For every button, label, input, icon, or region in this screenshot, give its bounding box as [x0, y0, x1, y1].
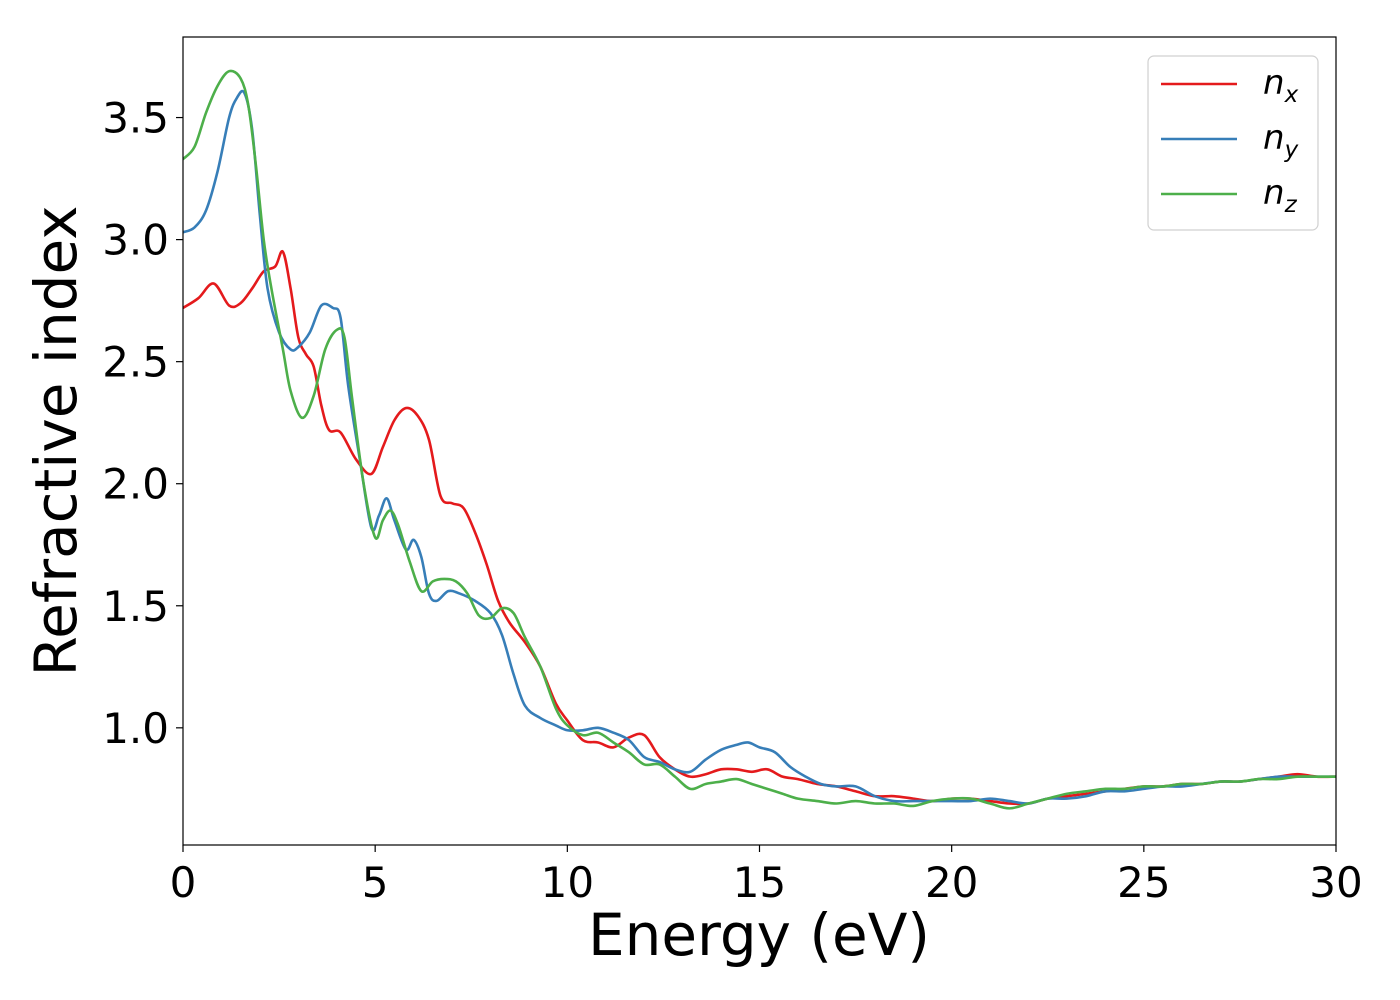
x-tick-label: 20 [925, 858, 978, 907]
x-tick-label: 15 [733, 858, 786, 907]
y-axis-label: Refractive index [22, 205, 90, 676]
y-tick-label: 3.5 [102, 94, 169, 143]
legend-label-y: ny [1263, 118, 1299, 163]
y-tick-label: 2.0 [102, 460, 169, 509]
series-layer [183, 69, 1336, 810]
series-line-z [183, 69, 1336, 810]
legend-box [1147, 55, 1319, 231]
x-tick-label: 30 [1309, 858, 1362, 907]
series-line-x [183, 249, 1336, 806]
y-tick-label: 3.0 [102, 216, 169, 265]
series-line-y [183, 89, 1336, 805]
legend-label-x: nx [1263, 63, 1299, 108]
y-axis-ticks: 1.0 1.5 2.0 2.5 3.0 3.5 [102, 94, 183, 753]
y-tick-label: 1.5 [102, 582, 169, 631]
y-tick-label: 2.5 [102, 338, 169, 387]
x-axis-label: Energy (eV) [588, 901, 930, 969]
legend: nx ny nz [1147, 55, 1319, 231]
x-tick-label: 25 [1117, 858, 1170, 907]
x-tick-label: 10 [541, 858, 594, 907]
x-axis-ticks: 0 5 10 15 20 25 30 [170, 845, 1363, 907]
x-tick-label: 0 [170, 858, 197, 907]
y-tick-label: 1.0 [102, 704, 169, 753]
legend-label-z: nz [1263, 173, 1298, 218]
x-tick-label: 5 [362, 858, 389, 907]
